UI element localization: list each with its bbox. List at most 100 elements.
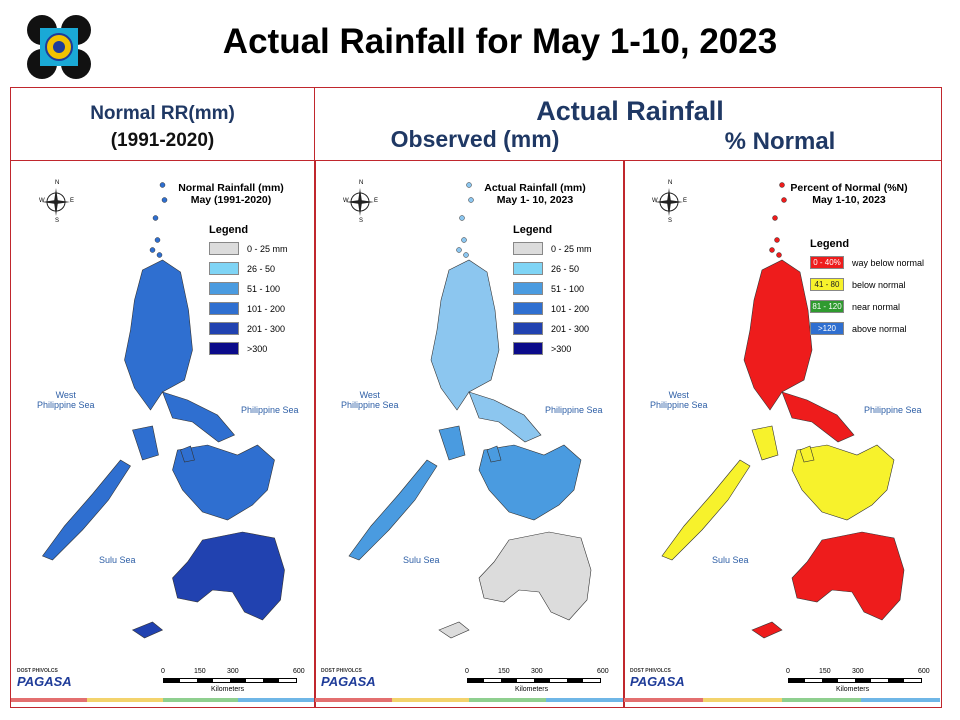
legend-row: 26 - 50 [209,262,275,275]
legend-label: >300 [551,343,572,354]
islet [463,252,469,258]
region-bicol [161,391,235,443]
brand-strip [162,698,239,702]
legend-row: 201 - 300 [513,322,589,335]
map-legend: Legend 0 - 25 mm 26 - 50 51 - 100 101 - 200 2… [513,224,592,355]
scale-tick: 150 [498,668,510,675]
islet [159,182,166,188]
region-mindoro [751,425,779,461]
scale-unit: Kilometers [211,686,245,693]
header-percent: % Normal [724,128,836,155]
sea-label-west-line1: West [668,390,689,400]
region-mindanao [791,531,905,621]
region-masbate [486,445,502,463]
scale-graphic [163,678,297,683]
islet [152,215,159,221]
compass-icon: N S E W [39,180,74,224]
compass-n-label: N [668,180,673,186]
legend-row: 26 - 50 [513,262,579,275]
brand-name: PAGASA [630,674,685,689]
scale-tick: 600 [918,668,930,675]
islet [774,237,780,243]
scale-tick: 300 [227,668,239,675]
map-title-line2: May (1991-2020) [190,194,272,206]
scale-unit: Kilometers [515,686,549,693]
compass-n-label: N [359,180,364,186]
legend-row: 81 - 120 near normal [810,300,900,313]
islet [154,237,161,243]
islet [466,182,472,188]
compass-w-label: W [652,198,658,204]
scale-graphic [788,678,922,683]
sea-label-west: West Philippine Sea [341,390,399,410]
legend-label: 26 - 50 [247,263,276,274]
sea-label-west-line1: West [359,390,380,400]
region-mindoro [438,425,466,461]
header-normal-line1: Normal RR(mm) [90,103,235,124]
legend-label: 101 - 200 [551,303,590,314]
islet [156,252,163,258]
region-mindoro [132,425,159,461]
legend-swatch [209,242,239,255]
legend-label: 0 - 25 mm [551,243,592,254]
region-sulu [131,621,164,639]
scale-bar: 0 150 300 600 Kilometers [161,668,305,696]
brand-name: PAGASA [321,674,376,689]
scale-bar: 0 150 300 600 Kilometers [465,668,609,696]
legend-label: way below normal [852,257,925,268]
region-masbate [180,445,195,463]
legend-row: 0 - 25 mm [513,242,592,255]
scale-tick: 300 [531,668,543,675]
legend-label: 51 - 100 [551,283,585,294]
islet [772,215,778,221]
scale-unit: Kilometers [836,686,870,693]
legend-label: near normal [852,301,901,312]
panels-frame [10,160,942,708]
compass-icon: N S E W [343,180,378,224]
region-luzon [430,259,500,411]
brand-tag: DOST PHIVOLCS [630,668,671,674]
map-panel-2: N S E W Actual Rainfall (mm) May 1- 10, 2023 L… [315,160,623,705]
region-sulu [751,621,783,639]
scale-tick: 0 [786,668,790,675]
legend-swatch [209,322,239,335]
brand-strip [469,698,546,702]
scale-tick: 300 [852,668,864,675]
region-mindanao [172,531,285,621]
legend-swatch [209,282,239,295]
brand-strip [546,698,623,702]
compass-s-label: S [55,218,60,224]
brand-strip [86,698,163,702]
sea-label-sulu: Sulu Sea [403,555,440,565]
legend-row: 51 - 100 [513,282,584,295]
scale-tick: 600 [597,668,609,675]
divider-left [314,160,316,708]
legend-row: >300 [209,342,267,355]
sea-label-west-line1: West [55,390,76,400]
scale-tick: 150 [194,668,206,675]
compass-w-label: W [343,198,349,204]
legend-swatch [513,322,543,335]
map-legend: Legend 0 - 25 mm 26 - 50 51 - 100 101 - 200 2… [209,224,288,355]
philippines-map [42,182,285,639]
islet [456,247,462,253]
islet [149,247,156,253]
legend-swatch [209,302,239,315]
islet [161,197,168,203]
scale-tick: 0 [161,668,165,675]
legend-row: 101 - 200 [513,302,589,315]
region-luzon [124,259,193,411]
legend-title: Legend [209,224,249,236]
region-bicol [468,391,542,443]
compass-s-label: S [668,218,673,224]
legend-swatch [513,242,543,255]
legend-label: below normal [852,279,906,290]
brand-strip [11,698,87,702]
legend-title: Legend [810,238,850,250]
sea-label-east: Philippine Sea [864,405,922,415]
pagasa-brand: DOST PHIVOLCS PAGASA [17,668,72,689]
header-observed: Observed (mm) [390,126,560,152]
legend-swatch [209,262,239,275]
region-luzon [743,259,813,411]
brand-tag: DOST PHIVOLCS [321,668,362,674]
